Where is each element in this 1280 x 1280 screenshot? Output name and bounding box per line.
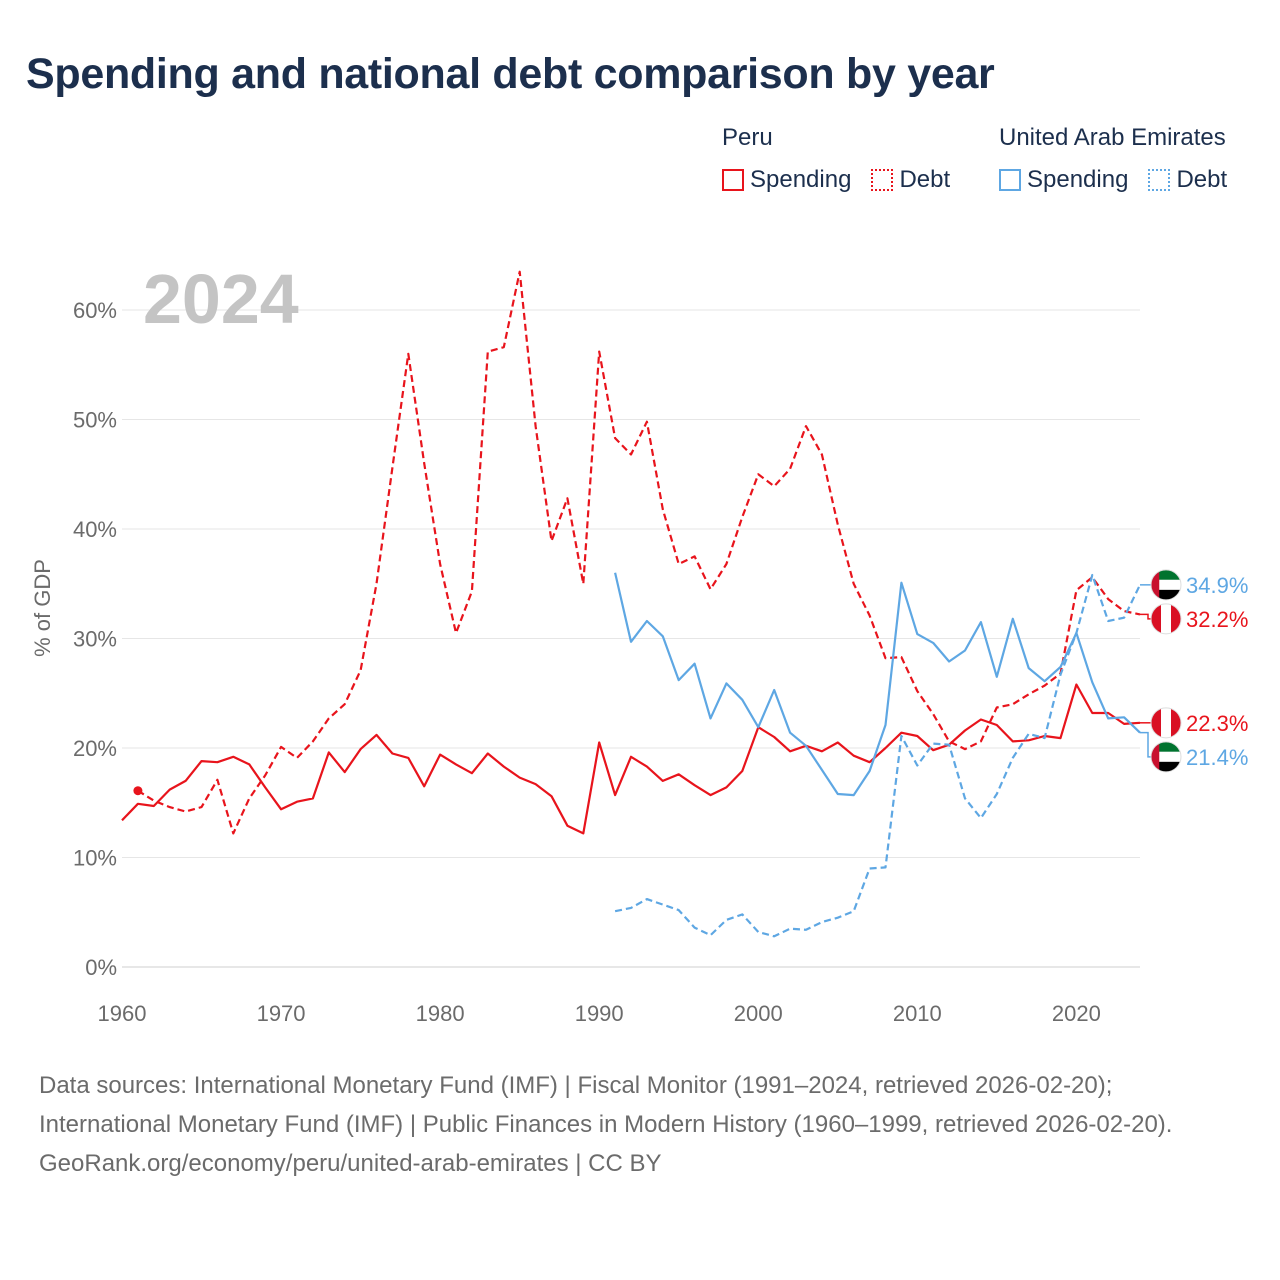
x-tick-label: 1980 <box>416 1001 465 1026</box>
legend-country-peru: Peru <box>722 124 773 151</box>
uae-debt-line[interactable] <box>614 573 1141 938</box>
y-tick-label: 30% <box>73 627 117 652</box>
y-tick-label: 60% <box>73 298 117 323</box>
x-tick-label: 1970 <box>257 1001 306 1026</box>
peru-spending-line[interactable] <box>121 683 1141 835</box>
flag-ring <box>1150 707 1182 739</box>
x-tick-label: 2000 <box>734 1001 783 1026</box>
credit-link[interactable]: GeoRank.org/economy/peru/united-arab-emi… <box>39 1150 662 1177</box>
peru-debt-start-marker <box>133 786 143 796</box>
x-tick-label: 2020 <box>1052 1001 1101 1026</box>
legend-label: Spending <box>750 166 852 193</box>
line-chart: 0% 10% 20% 30% 40% 50% 60% 1960 1970 1980 1990 2000… <box>30 260 1248 1026</box>
y-tick-label: 0% <box>85 955 117 980</box>
y-tick-label: 50% <box>73 408 117 433</box>
footer: Data sources: International Monetary Fun… <box>39 1066 1239 1183</box>
legend-label: Spending <box>1027 166 1129 193</box>
legend-label: Debt <box>1176 166 1228 193</box>
peru-flag-icon <box>1151 707 1181 738</box>
y-axis-label: % of GDP <box>30 559 55 657</box>
y-tick-label: 20% <box>73 736 117 761</box>
x-tick-label: 2010 <box>893 1001 942 1026</box>
solid-line-swatch-icon <box>722 169 744 191</box>
legend-item-peru-spending[interactable]: Spending <box>722 166 851 194</box>
legend-item-uae-spending[interactable]: Spending <box>999 166 1128 194</box>
flag-ring <box>1150 569 1182 601</box>
flag-ring <box>1150 603 1182 635</box>
y-tick-label: 40% <box>73 517 117 542</box>
legend-label: Debt <box>899 166 951 193</box>
legend-item-uae-debt[interactable]: Debt <box>1148 166 1227 194</box>
legend-uae: United Arab Emirates Spending Debt <box>999 124 1227 194</box>
uae-flag-icon <box>1151 741 1181 772</box>
uae-spending-line[interactable] <box>614 572 1141 797</box>
year-label: 2024 <box>143 260 299 338</box>
peru-debt-end-label: 32.2% <box>1186 607 1248 632</box>
x-tick-label: 1960 <box>98 1001 147 1026</box>
uae-debt-end-label: 34.9% <box>1186 573 1248 598</box>
dotted-line-swatch-icon <box>1148 169 1171 191</box>
peru-debt-line[interactable] <box>137 270 1141 835</box>
x-tick-label: 1990 <box>575 1001 624 1026</box>
flag-ring <box>1150 741 1182 773</box>
legend-item-peru-debt[interactable]: Debt <box>871 166 950 194</box>
legend-country-uae: United Arab Emirates <box>999 124 1226 151</box>
legend-peru: Peru Spending Debt <box>722 124 950 194</box>
y-tick-label: 10% <box>73 846 117 871</box>
page-title: Spending and national debt comparison by… <box>26 50 995 98</box>
data-sources: Data sources: International Monetary Fun… <box>39 1072 1173 1138</box>
dotted-line-swatch-icon <box>871 169 894 191</box>
solid-line-swatch-icon <box>999 169 1021 191</box>
uae-spending-end-label: 21.4% <box>1186 745 1248 770</box>
peru-spending-end-label: 22.3% <box>1186 711 1248 736</box>
peru-flag-icon <box>1151 603 1181 634</box>
uae-flag-icon <box>1151 569 1181 600</box>
